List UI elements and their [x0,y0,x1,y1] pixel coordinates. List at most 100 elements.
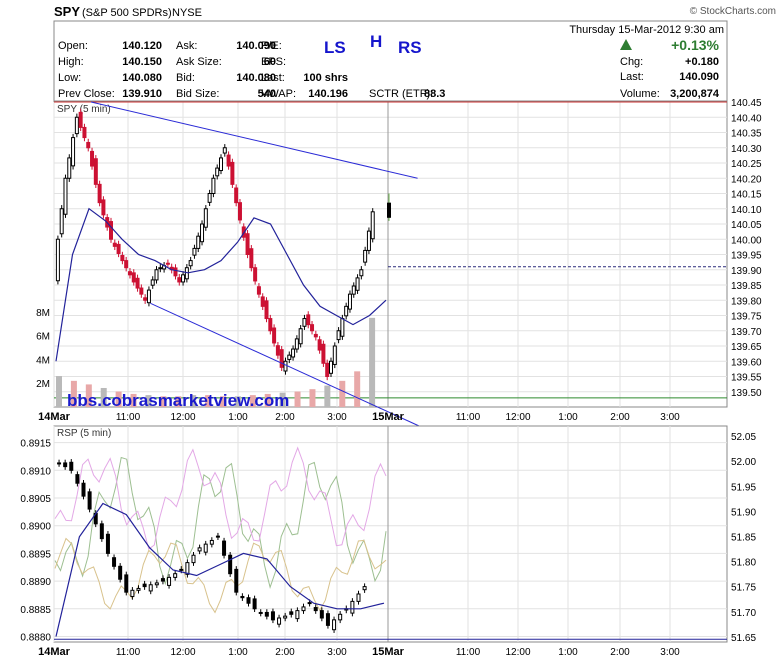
volume-bar [234,396,241,407]
x-tick-label: 14Mar [38,411,71,423]
spy-volume-axis: 8M 6M 4M 2M [36,308,50,390]
candle-body [295,610,300,620]
candle-body [207,193,212,203]
candle-body [57,462,62,465]
candle-body [148,584,153,592]
volume-bar [160,396,167,407]
x-axis-bottom: 14Mar 11:00 12:00 1:00 2:00 3:00 15Mar 11:00 12:… [38,646,680,658]
candle-body [313,607,318,612]
price-tick-label: 139.75 [731,312,762,323]
candle-body [109,221,113,240]
candle-body [356,593,361,602]
candle-body [124,260,129,269]
x-tick-label: 12:00 [170,647,195,658]
volume-tick-label: 2M [36,379,50,390]
candle-body [222,147,227,154]
x-tick-label: 12:00 [170,412,195,423]
candle-body [112,557,117,567]
rsp-moving-average [55,502,385,637]
candle-body [116,243,121,254]
candle-body [340,318,345,337]
candle-body [270,611,275,621]
quote-key: Ask: [176,40,197,52]
candle-body [215,167,220,177]
quote-key: Prev Close: [58,88,115,100]
candle-body [291,348,296,358]
candle-body [264,300,269,320]
spy-candles [55,108,391,381]
quote-key: Open: [58,40,88,52]
quote-key: Bid Size: [176,88,219,100]
x-tick-label: 3:00 [327,412,347,423]
change-up-triangle-icon [620,39,632,50]
candle-body [306,314,311,326]
price-tick-label: 140.20 [731,174,762,185]
quote-datetime: Thursday 15-Mar-2012 9:30 am [569,24,724,36]
symbol-label: SPY [54,4,80,19]
last-label: Last: [620,71,644,83]
x-tick-label: 2:00 [610,647,630,658]
spy-volume-bars [56,317,376,407]
rsp-tick-label: 0.8900 [20,522,51,533]
candle-body [287,354,292,360]
rsp-tick-label: 0.8895 [20,549,51,560]
candle-body [332,345,337,365]
price-tick-label: 139.80 [731,296,762,307]
spy-grid [53,101,727,407]
candle-body [101,199,106,216]
last-value: 140.090 [679,71,719,83]
x-tick-label: 14Mar [38,646,71,658]
spy-moving-average [55,207,387,362]
candle-body [120,254,125,262]
price-tick-label: 140.10 [731,205,762,216]
candle-body [264,611,269,617]
candle-body [222,540,227,556]
quote-value: 540 [258,88,276,100]
candle-body [359,269,364,277]
candle-body [253,267,258,282]
price-tick-label: 140.30 [731,144,762,155]
rsp-panel-title: RSP (5 min) [57,428,111,439]
overlay-green-line [54,456,387,590]
candle-body [317,339,322,351]
x-tick-label: 15Mar [372,411,405,423]
rsp-tick-label: 0.8915 [20,439,51,450]
rsp-tick-label: 0.8890 [20,577,51,588]
candle-body [321,343,326,364]
candle-body [105,533,110,554]
volume-tick-label: 6M [36,332,50,343]
volume-bar [56,376,62,407]
rsp-lines [55,502,385,637]
volume-bar [249,395,256,407]
candle-body [279,349,284,368]
x-tick-label: 1:00 [228,647,248,658]
candle-body [249,248,254,269]
x-tick-label: 2:00 [610,412,630,423]
candle-body [160,578,165,582]
overlay-pink-line [54,446,387,551]
candle-body [203,208,208,228]
candle-body [370,211,375,240]
x-tick-label: 12:00 [505,647,530,658]
candle-body [258,611,263,614]
candle-body [127,271,132,276]
candle-body [307,602,312,605]
volume-bar [220,396,226,407]
candle-body [165,262,170,265]
candle-body [118,565,123,580]
x-tick-label: 3:00 [660,412,680,423]
candle-body [188,260,193,267]
candle-body [67,157,72,179]
quote-key: P/E: [261,40,282,52]
x-tick-label: 11:00 [116,412,141,423]
x-tick-label: 11:00 [116,647,141,658]
quote-value: 140.080 [122,72,162,84]
candle-body [112,242,117,247]
volume-bar [130,393,137,407]
rsp-right-tick-label: 52.00 [731,457,756,468]
candle-body [234,187,239,204]
candle-body [344,305,349,317]
rsp-right-tick-label: 51.90 [731,507,756,518]
quote-key: VWAP: [261,88,296,100]
rsp-right-tick-label: 52.05 [731,432,756,443]
